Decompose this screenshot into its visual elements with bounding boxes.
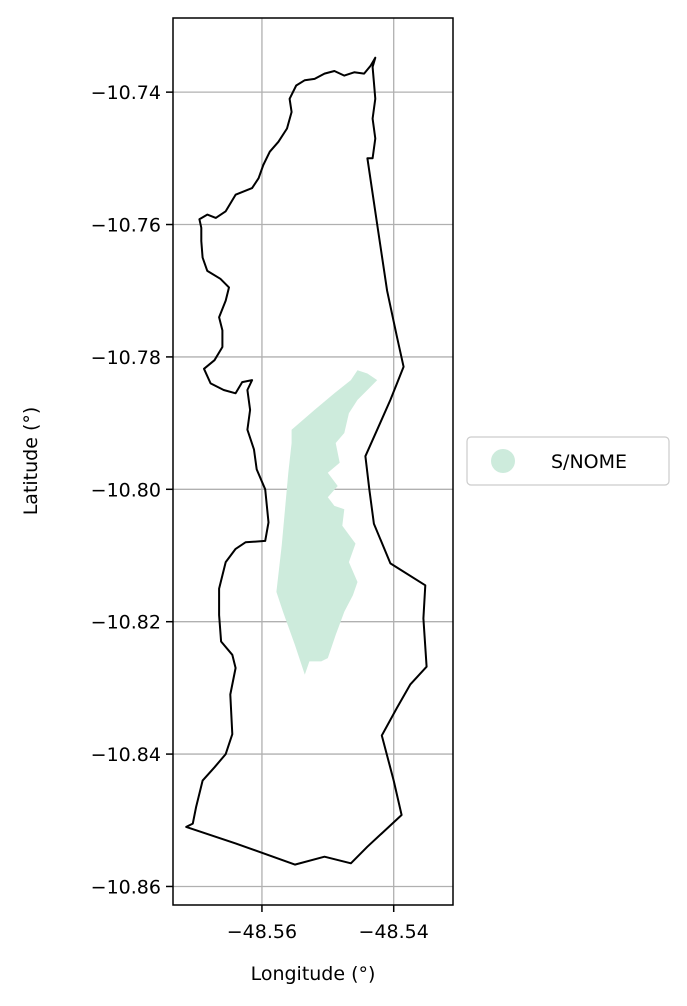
y-tick-label-2: −10.78 [91,347,161,369]
boundary-outline [185,56,428,866]
legend-box [466,436,670,486]
municipality-boundary [185,56,428,866]
x-tick-label-1: −48.54 [359,921,429,943]
y-tick-label-0: −10.74 [91,82,161,104]
y-axis-label: Latitude (°) [20,407,42,516]
y-tick-label-1: −10.76 [91,215,161,237]
region-s-nome [276,370,378,675]
y-tick-label-6: −10.86 [91,876,161,898]
legend: S/NOME [466,436,670,486]
y-axis-ticks: −10.74 −10.76 −10.78 −10.80 −10.82 −10.84 −10.… [91,82,173,898]
y-tick-label-5: −10.84 [91,744,161,766]
legend-marker-snome [491,449,515,473]
plot-frame [172,17,454,906]
x-axis-ticks: −48.56 −48.54 [227,905,429,943]
y-tick-label-3: −10.80 [91,479,161,501]
x-tick-label-0: −48.56 [227,921,297,943]
y-tick-label-4: −10.82 [91,612,161,634]
regions-layer [276,370,378,675]
x-axis-label: Longitude (°) [251,963,376,985]
legend-label-snome: S/NOME [551,451,627,473]
